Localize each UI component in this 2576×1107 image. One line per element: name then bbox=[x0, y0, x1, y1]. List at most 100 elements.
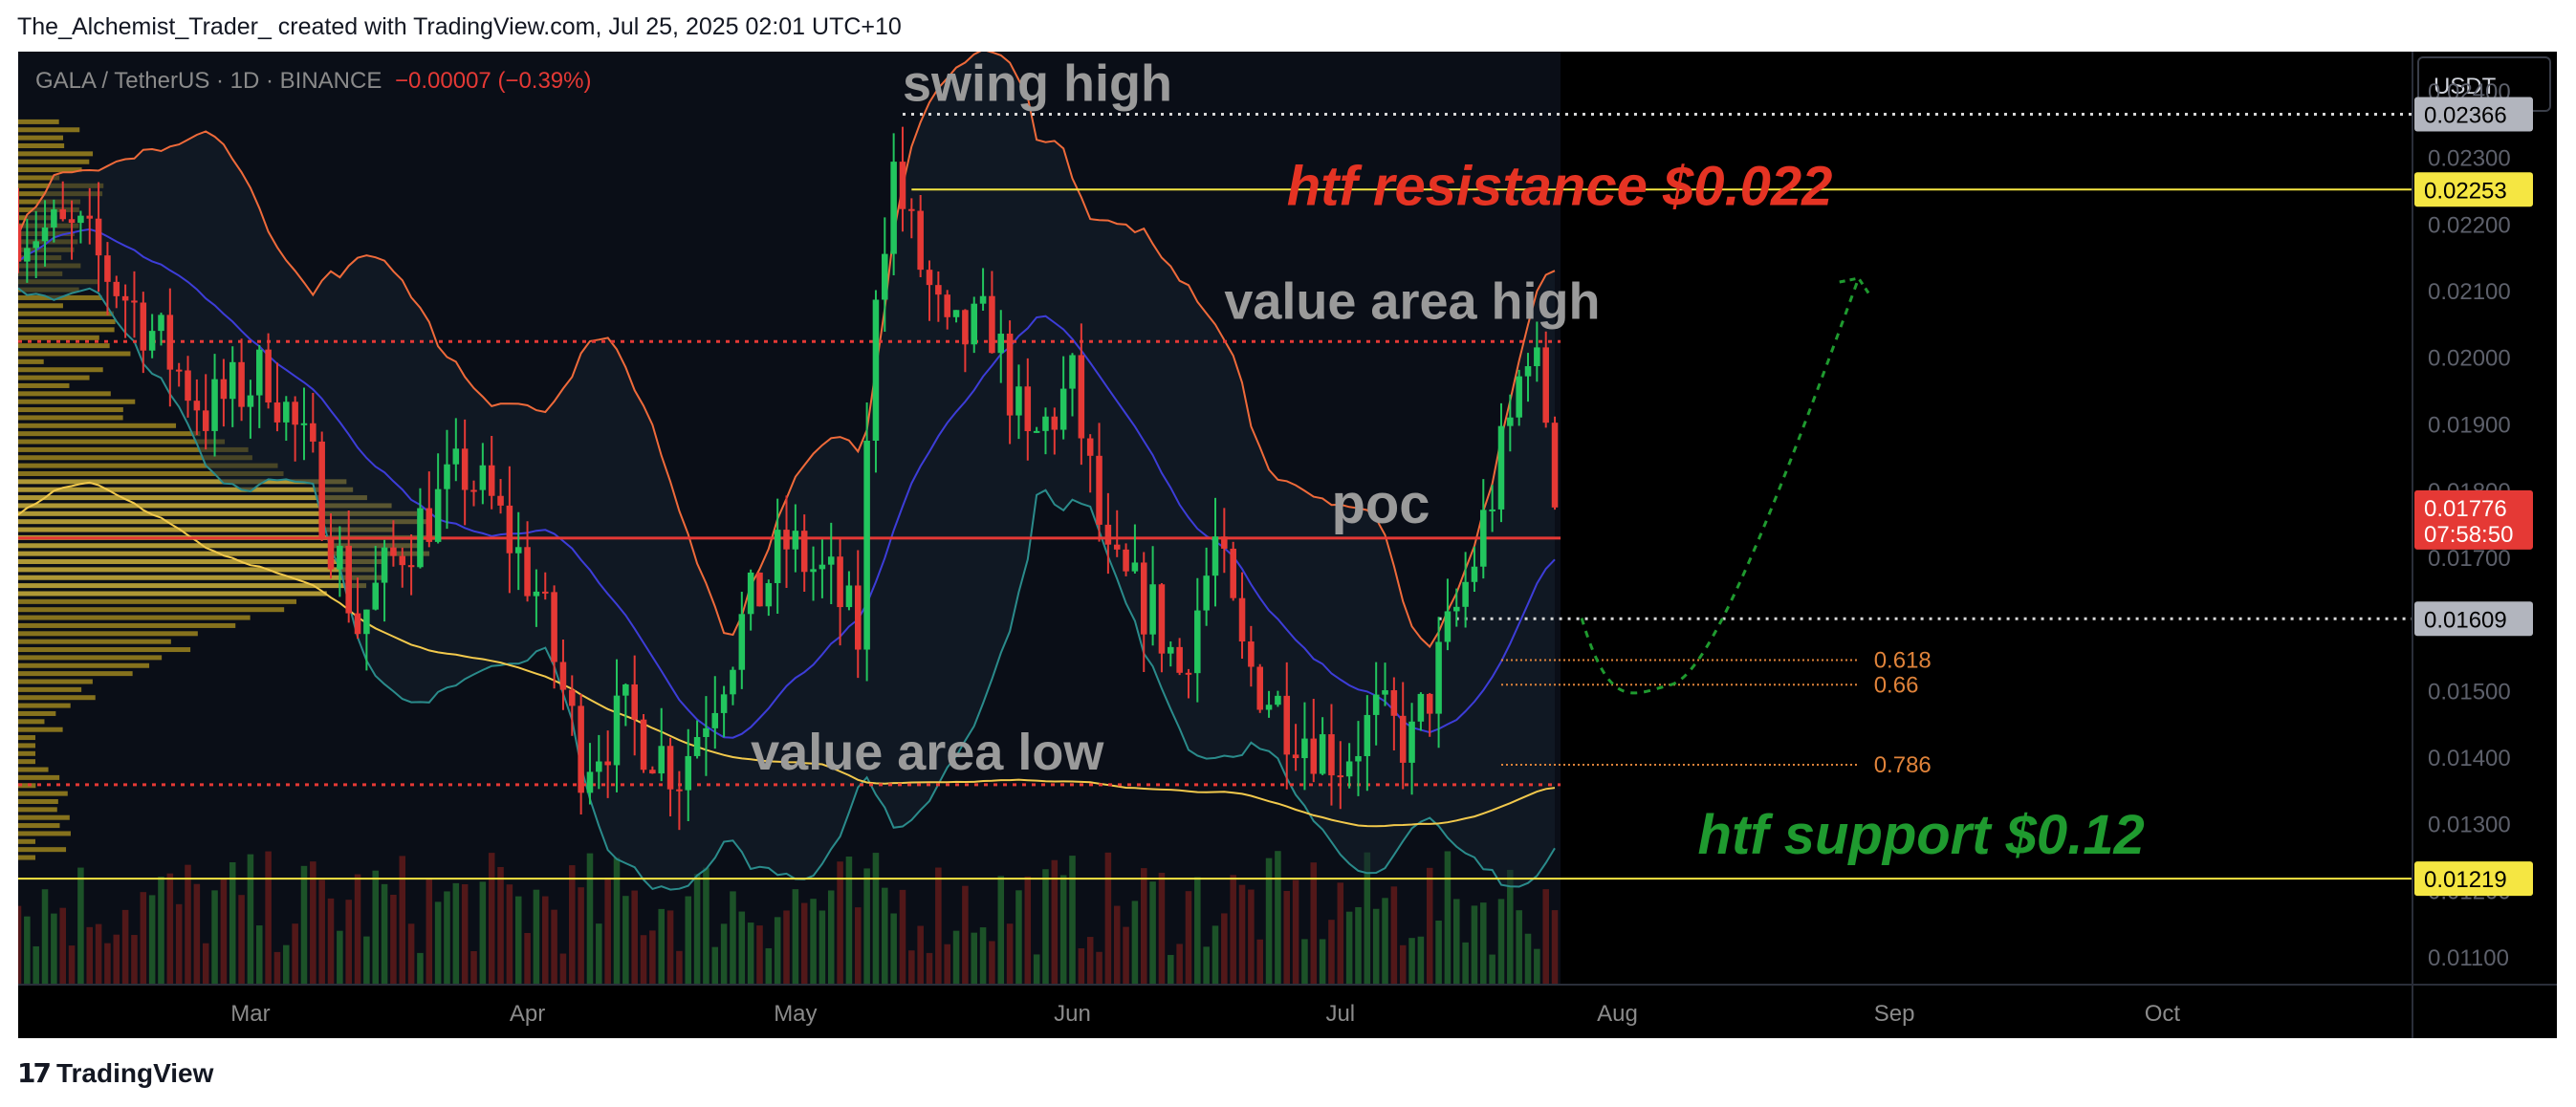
volume-bar bbox=[765, 947, 773, 985]
candle-body bbox=[318, 441, 325, 538]
volume-bar bbox=[497, 866, 504, 985]
volume-bar bbox=[363, 936, 370, 985]
candle-body bbox=[345, 545, 352, 614]
candle-body bbox=[1024, 386, 1032, 432]
symbol-change: −0.00007 (−0.39%) bbox=[395, 68, 592, 94]
volume-bar bbox=[452, 882, 460, 985]
candle-body bbox=[220, 379, 228, 400]
y-axis-tick-label: 0.01300 bbox=[2428, 813, 2511, 838]
volume-profile-bar bbox=[18, 375, 90, 380]
volume-bar bbox=[908, 950, 915, 985]
candle-body bbox=[989, 295, 995, 354]
volume-bar bbox=[292, 923, 298, 985]
volume-profile-bar bbox=[18, 311, 114, 316]
volume-profile-bar bbox=[18, 351, 131, 357]
candle-body bbox=[113, 281, 120, 296]
volume-bar bbox=[890, 913, 897, 985]
volume-bar bbox=[166, 873, 174, 985]
volume-profile-bar bbox=[18, 503, 392, 509]
volume-profile-bar bbox=[18, 710, 56, 716]
volume-bar bbox=[1221, 913, 1228, 985]
candle-body bbox=[676, 789, 683, 792]
volume-profile-bar bbox=[18, 791, 68, 796]
candle-body bbox=[792, 531, 799, 550]
volume-bar bbox=[265, 851, 272, 985]
candle-body bbox=[730, 669, 736, 695]
volume-profile-bar bbox=[18, 750, 35, 756]
volume-bar bbox=[935, 867, 942, 985]
volume-bar bbox=[926, 952, 933, 985]
volume-profile-bar bbox=[18, 622, 236, 628]
candle-body bbox=[1399, 715, 1407, 763]
chart-header: The_Alchemist_Trader_ created with Tradi… bbox=[17, 13, 902, 40]
volume-bar bbox=[273, 951, 281, 985]
price-tag-value: 0.01609 bbox=[2424, 607, 2507, 633]
fib-level-label: 0.618 bbox=[1874, 647, 1932, 673]
volume-profile-bar bbox=[18, 519, 429, 525]
candle-body bbox=[1275, 695, 1281, 705]
volume-profile-bar bbox=[18, 423, 177, 428]
candle-body bbox=[354, 613, 361, 635]
volume-profile-bar bbox=[18, 607, 285, 613]
volume-bar bbox=[1345, 911, 1353, 985]
candle-body bbox=[944, 294, 950, 317]
candle-body bbox=[372, 582, 380, 610]
volume-bar bbox=[399, 856, 406, 985]
volume-bar bbox=[506, 884, 513, 985]
candle-body bbox=[693, 737, 701, 756]
volume-profile-bar bbox=[18, 719, 45, 725]
candle-body bbox=[979, 295, 987, 304]
volume-bar bbox=[1256, 939, 1263, 985]
volume-bar bbox=[175, 903, 183, 985]
candle-body bbox=[238, 361, 245, 407]
volume-bar bbox=[827, 890, 835, 985]
volume-profile-bar bbox=[18, 487, 354, 492]
volume-profile-bar bbox=[18, 559, 385, 565]
candle-body bbox=[417, 508, 424, 568]
volume-bar bbox=[1364, 852, 1371, 985]
volume-bar bbox=[1131, 901, 1139, 985]
candle-body bbox=[774, 530, 781, 583]
candle-body bbox=[59, 208, 66, 220]
volume-bar bbox=[613, 857, 621, 985]
volume-bar bbox=[631, 890, 638, 985]
candle-body bbox=[658, 746, 665, 774]
volume-profile-bar bbox=[18, 727, 63, 732]
candle-body bbox=[962, 310, 969, 345]
candle-body bbox=[1042, 416, 1049, 431]
fib-level-label: 0.786 bbox=[1874, 752, 1932, 778]
volume-profile-bar bbox=[18, 399, 136, 404]
volume-bar bbox=[131, 935, 138, 985]
volume-profile-bar bbox=[18, 831, 71, 836]
y-axis-tick-label: 0.01100 bbox=[2428, 945, 2509, 971]
footer-brand[interactable]: 17 TradingView bbox=[17, 1057, 213, 1089]
volume-bar bbox=[569, 865, 576, 985]
volume-bar bbox=[899, 889, 906, 985]
volume-bar bbox=[345, 900, 352, 985]
candle-body bbox=[666, 746, 674, 790]
volume-bar bbox=[238, 895, 245, 985]
candle-body bbox=[24, 248, 31, 262]
volume-bar bbox=[247, 854, 254, 985]
y-axis-tick-label: 0.01900 bbox=[2428, 412, 2511, 438]
candle-body bbox=[1426, 693, 1433, 714]
volume-profile-bar bbox=[18, 446, 249, 452]
projection-path bbox=[1580, 277, 1861, 695]
candle-body bbox=[559, 662, 567, 690]
candle-body bbox=[41, 227, 49, 242]
volume-bar bbox=[283, 944, 290, 985]
volume-profile-bar bbox=[18, 431, 201, 437]
volume-bar bbox=[872, 853, 880, 985]
volume-bar bbox=[229, 861, 236, 985]
candle-body bbox=[18, 225, 22, 262]
chart-frame[interactable]: 0.618 0.66 0.786 swing high htf resistance … bbox=[18, 52, 2557, 1038]
volume-bar bbox=[882, 887, 888, 985]
volume-bar bbox=[1399, 944, 1407, 985]
candle-body bbox=[640, 719, 647, 771]
candle-body bbox=[1265, 705, 1273, 710]
volume-bar bbox=[1275, 851, 1281, 985]
candle-body bbox=[1069, 355, 1076, 389]
volume-bar bbox=[1006, 923, 1014, 985]
candle-body bbox=[1551, 423, 1559, 508]
